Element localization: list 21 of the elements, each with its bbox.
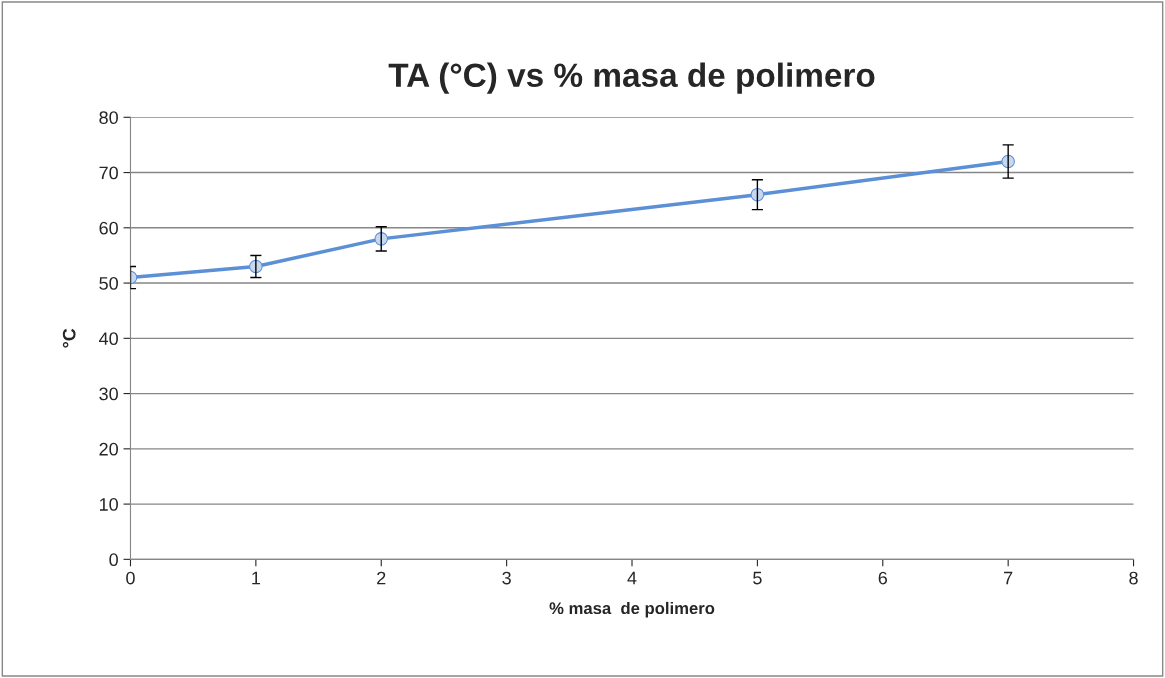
y-tick-label: 40: [99, 332, 118, 346]
y-tick-label: 30: [99, 387, 118, 401]
x-axis-title: % masa de polimero: [549, 601, 715, 618]
x-tick-label: 2: [377, 571, 386, 585]
y-tick-label: 50: [99, 277, 118, 290]
x-tick-label: 8: [1129, 571, 1138, 585]
y-tick-label: 10: [99, 498, 118, 511]
x-tick-label: 3: [502, 571, 511, 585]
y-tick-label: 20: [99, 442, 118, 456]
y-axis-title: °C: [62, 328, 76, 348]
chart-title: TA (°C) vs % masa de polimero: [388, 62, 875, 94]
x-tick-label: 1: [252, 571, 260, 585]
x-tick-label: 4: [627, 571, 637, 585]
y-tick-label: 0: [109, 553, 118, 567]
x-tick-label: 0: [126, 571, 135, 585]
y-tick-label: 80: [99, 111, 118, 125]
x-tick-label: 7: [1004, 571, 1013, 585]
x-tick-label: 6: [878, 571, 888, 585]
y-tick-label: 60: [99, 221, 118, 235]
x-tick-label: 5: [753, 571, 762, 585]
y-tick-label: 70: [99, 166, 118, 180]
